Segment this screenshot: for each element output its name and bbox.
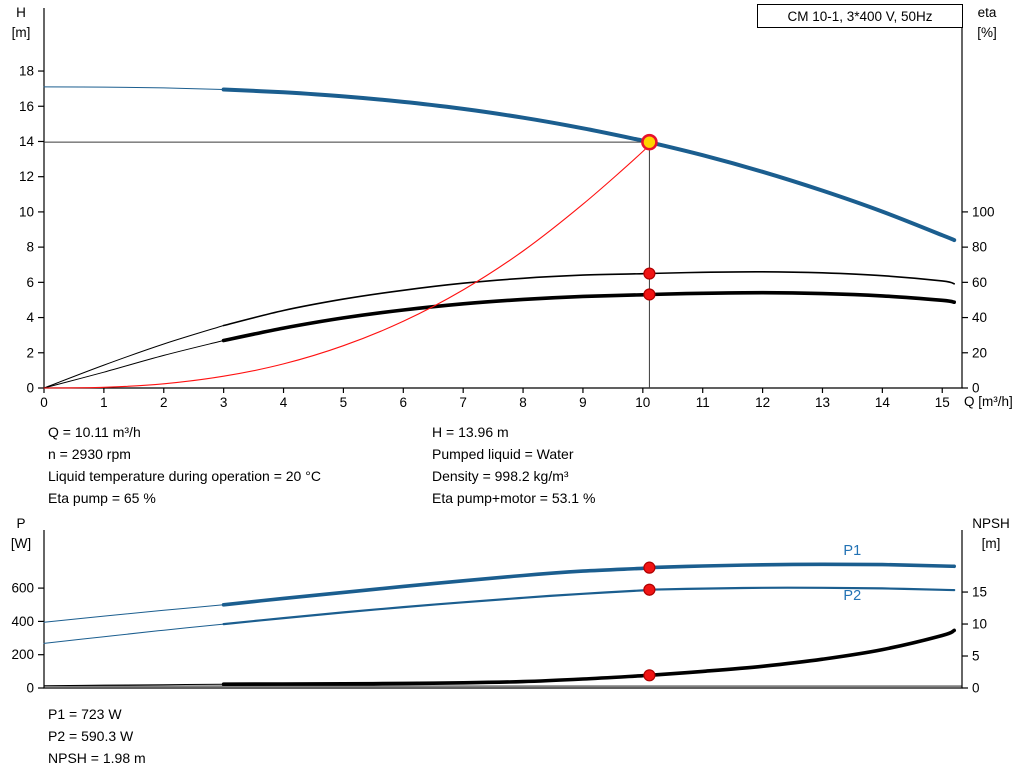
- tick-label: 4: [280, 395, 288, 410]
- tick-label: 15: [972, 585, 987, 600]
- tick-label: 1: [100, 395, 108, 410]
- tick-label: 12: [19, 169, 34, 184]
- tick-label: 13: [815, 395, 830, 410]
- npsh-axis-unit: [m]: [981, 536, 1001, 551]
- tick-label: 8: [519, 395, 527, 410]
- head-curve: [221, 87, 957, 243]
- system-curve: [43, 141, 651, 389]
- tick-label: 6: [26, 275, 34, 290]
- head-readout: H = 13.96 m: [432, 424, 509, 440]
- h-axis-symbol: H: [16, 5, 26, 20]
- eta-pump-point: [643, 267, 656, 280]
- eta-pump-curve-lead-in: [43, 325, 225, 389]
- tick-label: 2: [26, 345, 34, 360]
- tick-label: 60: [972, 275, 987, 290]
- tick-label: 16: [19, 99, 34, 114]
- tick-label: 20: [972, 345, 987, 360]
- tick-label: 80: [972, 240, 987, 255]
- tick-label: 8: [26, 240, 34, 255]
- eta-axis-label: eta [%]: [966, 3, 1008, 43]
- duty-point[interactable]: [641, 133, 658, 151]
- tick-label: 4: [26, 310, 34, 325]
- p-axis-label: P [W]: [2, 514, 40, 554]
- p1-curve: [221, 562, 956, 607]
- tick-label: 600: [11, 581, 34, 596]
- tick-label: 200: [11, 647, 34, 662]
- tick-label: 5: [972, 649, 980, 664]
- tick-label: 0: [972, 681, 980, 696]
- tick-label: 12: [755, 395, 770, 410]
- tick-label: 2: [160, 395, 168, 410]
- eta-pump-readout: Eta pump = 65 %: [48, 490, 156, 506]
- tick-label: 10: [635, 395, 650, 410]
- p-axis-unit: [W]: [10, 536, 32, 551]
- tick-label: 7: [459, 395, 467, 410]
- eta-axis-unit: [%]: [977, 25, 997, 40]
- tick-label: 9: [579, 395, 587, 410]
- tick-label: 10: [19, 204, 34, 219]
- npsh-point: [643, 669, 656, 682]
- p2-curve: [222, 586, 956, 626]
- curve-label-p1: P1: [843, 543, 861, 559]
- tick-label: 15: [935, 395, 950, 410]
- tick-label: 400: [11, 614, 34, 629]
- density-readout: Density = 998.2 kg/m³: [432, 468, 569, 484]
- npsh-axis-label: NPSH [m]: [962, 514, 1020, 554]
- power-npsh-info: P1 = 723 W P2 = 590.3 W NPSH = 1.98 m: [48, 703, 146, 769]
- pump-model-badge: CM 10-1, 3*400 V, 50Hz: [757, 4, 963, 28]
- tick-label: 0: [40, 395, 48, 410]
- tick-label: 6: [400, 395, 408, 410]
- q-axis-label: Q [m³/h]: [964, 394, 1013, 409]
- tick-label: 100: [972, 204, 995, 219]
- p2-readout: P2 = 590.3 W: [48, 728, 134, 744]
- tick-label: 5: [340, 395, 348, 410]
- h-axis-unit: [m]: [11, 25, 31, 40]
- flow-readout: Q = 10.11 m³/h: [48, 424, 141, 440]
- p1-readout: P1 = 723 W: [48, 706, 122, 722]
- head-curve-lead-in: [43, 86, 225, 90]
- tick-label: 0: [972, 381, 980, 396]
- curve-label-p2: P2: [843, 588, 861, 604]
- eta-axis-symbol: eta: [977, 5, 997, 20]
- npsh-curve: [221, 628, 956, 686]
- tick-label: 11: [696, 395, 710, 410]
- p-axis-symbol: P: [16, 516, 26, 531]
- p1-point: [643, 561, 656, 574]
- h-axis-label: H [m]: [2, 3, 40, 43]
- p2-curve-lead-in: [43, 623, 225, 644]
- tick-label: 3: [220, 395, 228, 410]
- liquid-temperature-readout: Liquid temperature during operation = 20…: [48, 468, 321, 484]
- tick-label: 0: [26, 681, 34, 696]
- npsh-curve-lead-in: [43, 683, 225, 687]
- tick-label: 14: [875, 395, 891, 410]
- tick-label: 18: [19, 64, 34, 79]
- tick-label: 40: [972, 310, 987, 325]
- npsh-axis-symbol: NPSH: [972, 516, 1010, 531]
- pumped-liquid-readout: Pumped liquid = Water: [432, 446, 574, 462]
- eta-pump-motor-point: [643, 288, 656, 301]
- tick-label: 0: [26, 381, 34, 396]
- tick-label: 14: [19, 134, 35, 149]
- tick-label: 10: [972, 617, 987, 632]
- duty-info-left: Q = 10.11 m³/h n = 2930 rpm Liquid tempe…: [48, 421, 321, 509]
- speed-readout: n = 2930 rpm: [48, 446, 131, 462]
- duty-info-right: H = 13.96 m Pumped liquid = Water Densit…: [432, 421, 595, 509]
- p1-curve-lead-in: [43, 604, 225, 623]
- eta-pump-motor-readout: Eta pump+motor = 53.1 %: [432, 490, 596, 506]
- npsh-readout: NPSH = 1.98 m: [48, 750, 146, 766]
- eta-pump-motor-curve-lead-in: [43, 340, 225, 389]
- eta-pump-curve: [222, 270, 955, 327]
- p2-point: [643, 583, 656, 596]
- eta-pump-motor-curve: [221, 290, 956, 343]
